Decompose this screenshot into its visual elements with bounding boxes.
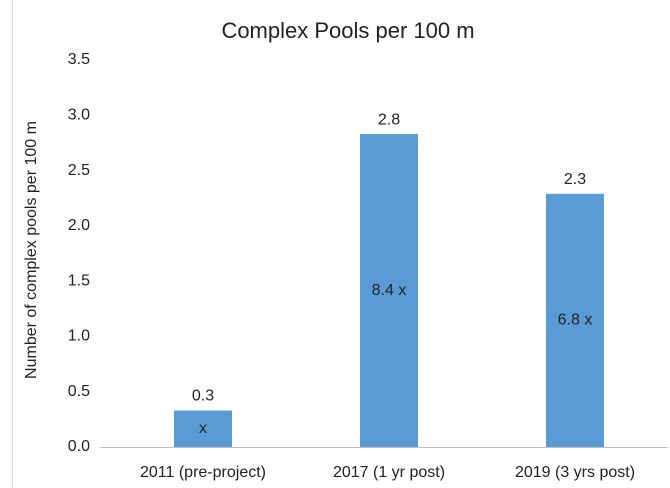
data-label: 2.3: [564, 171, 586, 188]
data-label: 2.8: [378, 111, 400, 128]
x-tick-label: 2017 (1 yr post): [333, 464, 445, 481]
bar-annotation: 8.4 x: [372, 282, 407, 299]
x-tick-label: 2019 (3 yrs post): [515, 464, 635, 481]
x-tick-label: 2011 (pre-project): [140, 464, 266, 481]
y-axis-label: Number of complex pools per 100 m: [23, 121, 40, 379]
y-tick-label: 1.5: [68, 272, 90, 289]
y-tick-label: 3.5: [68, 51, 90, 68]
bar-annotation: 6.8 x: [558, 312, 593, 329]
bar-annotation: x: [199, 420, 207, 437]
bar: [360, 134, 418, 447]
data-label: 0.3: [192, 388, 214, 405]
chart-title: Complex Pools per 100 m: [221, 18, 474, 43]
bar: [546, 193, 604, 447]
y-tick-label: 0.5: [68, 383, 90, 400]
y-tick-label: 2.0: [68, 217, 90, 234]
bar: [174, 410, 232, 447]
y-tick-label: 3.0: [68, 107, 90, 124]
y-tick-label: 1.0: [68, 328, 90, 345]
y-tick-label: 0.0: [68, 438, 90, 455]
y-tick-label: 2.5: [68, 162, 90, 179]
